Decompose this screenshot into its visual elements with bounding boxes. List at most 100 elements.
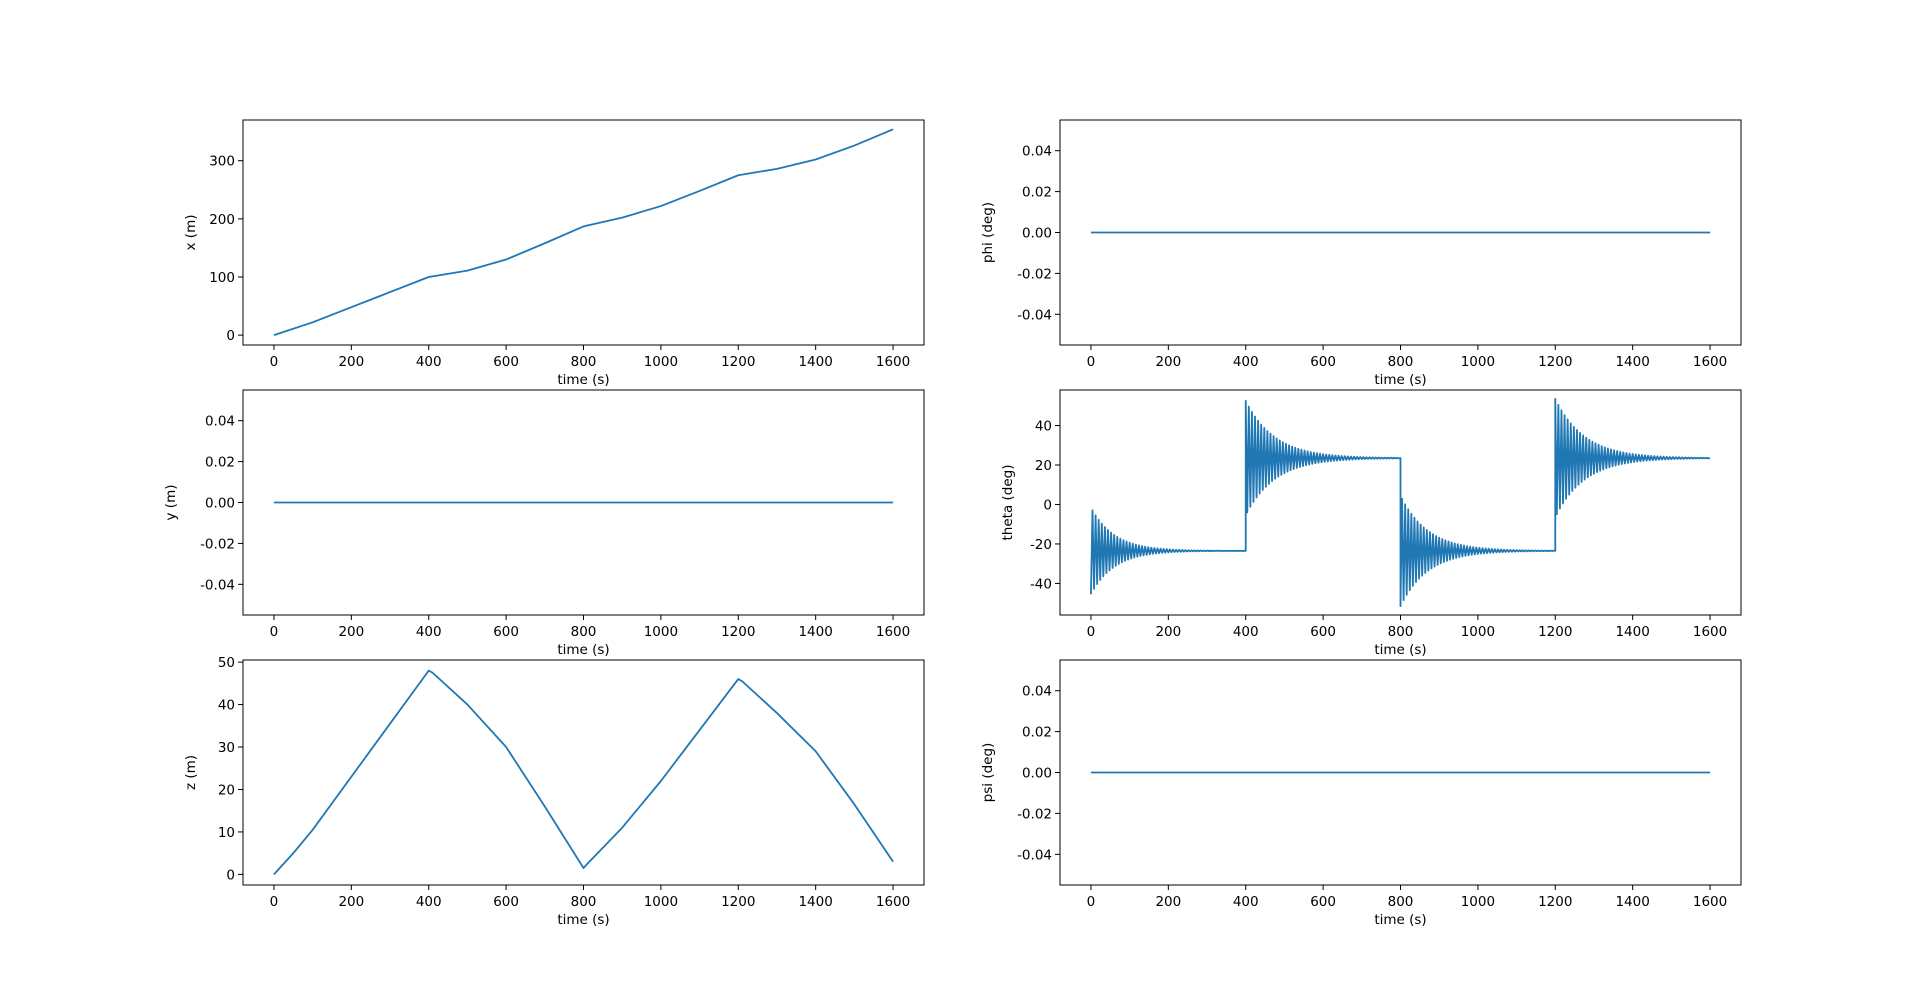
x-tick-label: 1600: [876, 894, 910, 910]
y-tick-label: 0.04: [205, 414, 235, 430]
x-tick-label: 1000: [1461, 624, 1495, 640]
y-tick-label: 0.02: [205, 455, 235, 471]
y-tick-label: 0.04: [1022, 144, 1052, 160]
x-tick-label: 200: [338, 894, 364, 910]
x-tick-label: 600: [1310, 354, 1336, 370]
y-tick-label: 20: [218, 782, 235, 798]
x-tick-label: 800: [571, 354, 597, 370]
y-tick-label: 10: [218, 825, 235, 841]
y-tick-label: 50: [218, 655, 235, 671]
x-tick-label: 600: [493, 354, 519, 370]
x-tick-label: 1400: [798, 354, 832, 370]
x-axis-label: time (s): [557, 642, 609, 658]
y-tick-label: 0: [1043, 497, 1052, 513]
x-tick-label: 400: [416, 354, 442, 370]
series-line: [273, 128, 894, 336]
x-tick-label: 400: [1233, 624, 1259, 640]
x-tick-label: 1200: [721, 894, 755, 910]
x-tick-label: 200: [1155, 624, 1181, 640]
y-tick-label: -0.02: [1017, 266, 1052, 282]
y-axis-label: x (m): [183, 215, 199, 251]
x-axis-label: time (s): [1374, 372, 1426, 388]
subplot-2: 0 200 400 600 800 1000 1200 1400 1600 -0.04 -0.02 0…: [980, 119, 1742, 388]
y-tick-label: 0.00: [205, 496, 235, 512]
y-tick-label: -0.02: [1017, 806, 1052, 822]
x-tick-label: 400: [1233, 894, 1259, 910]
x-tick-label: 400: [416, 894, 442, 910]
x-tick-label: 1400: [1615, 624, 1649, 640]
x-tick-label: 0: [1087, 894, 1096, 910]
x-tick-label: 600: [493, 624, 519, 640]
x-tick-label: 1200: [721, 354, 755, 370]
y-tick-label: 0.00: [1022, 766, 1052, 782]
x-tick-label: 1200: [1538, 624, 1572, 640]
y-axis-label: psi (deg): [980, 743, 996, 803]
y-tick-label: -0.04: [200, 577, 235, 593]
y-tick-label: -0.02: [200, 536, 235, 552]
y-axis-label: y (m): [163, 485, 179, 521]
axes-frame: [242, 119, 925, 346]
x-tick-label: 600: [1310, 624, 1336, 640]
x-tick-label: 400: [416, 624, 442, 640]
y-tick-label: 200: [209, 212, 235, 228]
y-tick-label: -40: [1030, 576, 1052, 592]
x-axis-label: time (s): [557, 912, 609, 928]
y-tick-label: 0.02: [1022, 185, 1052, 201]
y-tick-label: 0.04: [1022, 684, 1052, 700]
subplot-6: 0 200 400 600 800 1000 1200 1400 1600 -0.04 -0.02 0…: [980, 659, 1742, 928]
x-tick-label: 1600: [1693, 624, 1727, 640]
x-tick-label: 200: [338, 624, 364, 640]
series-line: [1090, 397, 1711, 608]
y-tick-label: 0.02: [1022, 725, 1052, 741]
x-axis-label: time (s): [557, 372, 609, 388]
x-tick-label: 1000: [1461, 354, 1495, 370]
y-axis-label: z (m): [183, 755, 199, 790]
x-tick-label: 0: [270, 894, 279, 910]
x-tick-label: 600: [493, 894, 519, 910]
subplot-5: 0 200 400 600 800 1000 1200 1400 1600 0 10 20 30 40 50…: [183, 655, 925, 928]
y-tick-label: 40: [1035, 419, 1052, 435]
x-tick-label: 600: [1310, 894, 1336, 910]
subplot-4: 0 200 400 600 800 1000 1200 1400 1600 -40 -20 0 20 40…: [1000, 389, 1742, 658]
y-tick-label: 20: [1035, 458, 1052, 474]
x-tick-label: 1400: [1615, 894, 1649, 910]
x-tick-label: 1000: [644, 354, 678, 370]
series-line: [273, 669, 894, 875]
y-tick-label: -0.04: [1017, 847, 1052, 863]
x-tick-label: 1400: [798, 624, 832, 640]
y-axis-label: theta (deg): [1000, 465, 1016, 541]
x-tick-label: 200: [1155, 894, 1181, 910]
x-tick-label: 0: [270, 354, 279, 370]
x-tick-label: 1600: [876, 354, 910, 370]
y-tick-label: 300: [209, 154, 235, 170]
x-tick-label: 0: [270, 624, 279, 640]
y-tick-label: 40: [218, 698, 235, 714]
x-tick-label: 800: [571, 624, 597, 640]
x-axis-label: time (s): [1374, 642, 1426, 658]
x-tick-label: 200: [338, 354, 364, 370]
x-tick-label: 1600: [1693, 894, 1727, 910]
y-axis-label: phi (deg): [980, 202, 996, 263]
y-tick-label: 0: [226, 867, 235, 883]
y-tick-label: -20: [1030, 537, 1052, 553]
x-tick-label: 1000: [644, 624, 678, 640]
y-tick-label: 0.00: [1022, 226, 1052, 242]
x-tick-label: 1400: [798, 894, 832, 910]
axes-frame: [242, 659, 925, 886]
x-axis-label: time (s): [1374, 912, 1426, 928]
x-tick-label: 1000: [1461, 894, 1495, 910]
y-tick-label: 0: [226, 328, 235, 344]
y-tick-label: -0.04: [1017, 307, 1052, 323]
x-tick-label: 800: [1388, 894, 1414, 910]
y-tick-label: 100: [209, 270, 235, 286]
x-tick-label: 800: [571, 894, 597, 910]
x-tick-label: 0: [1087, 624, 1096, 640]
x-tick-label: 0: [1087, 354, 1096, 370]
x-tick-label: 1400: [1615, 354, 1649, 370]
x-tick-label: 1600: [1693, 354, 1727, 370]
y-tick-label: 30: [218, 740, 235, 756]
x-tick-label: 800: [1388, 354, 1414, 370]
x-tick-label: 200: [1155, 354, 1181, 370]
subplot-3: 0 200 400 600 800 1000 1200 1400 1600 -0.04 -0.02 0…: [163, 389, 925, 658]
